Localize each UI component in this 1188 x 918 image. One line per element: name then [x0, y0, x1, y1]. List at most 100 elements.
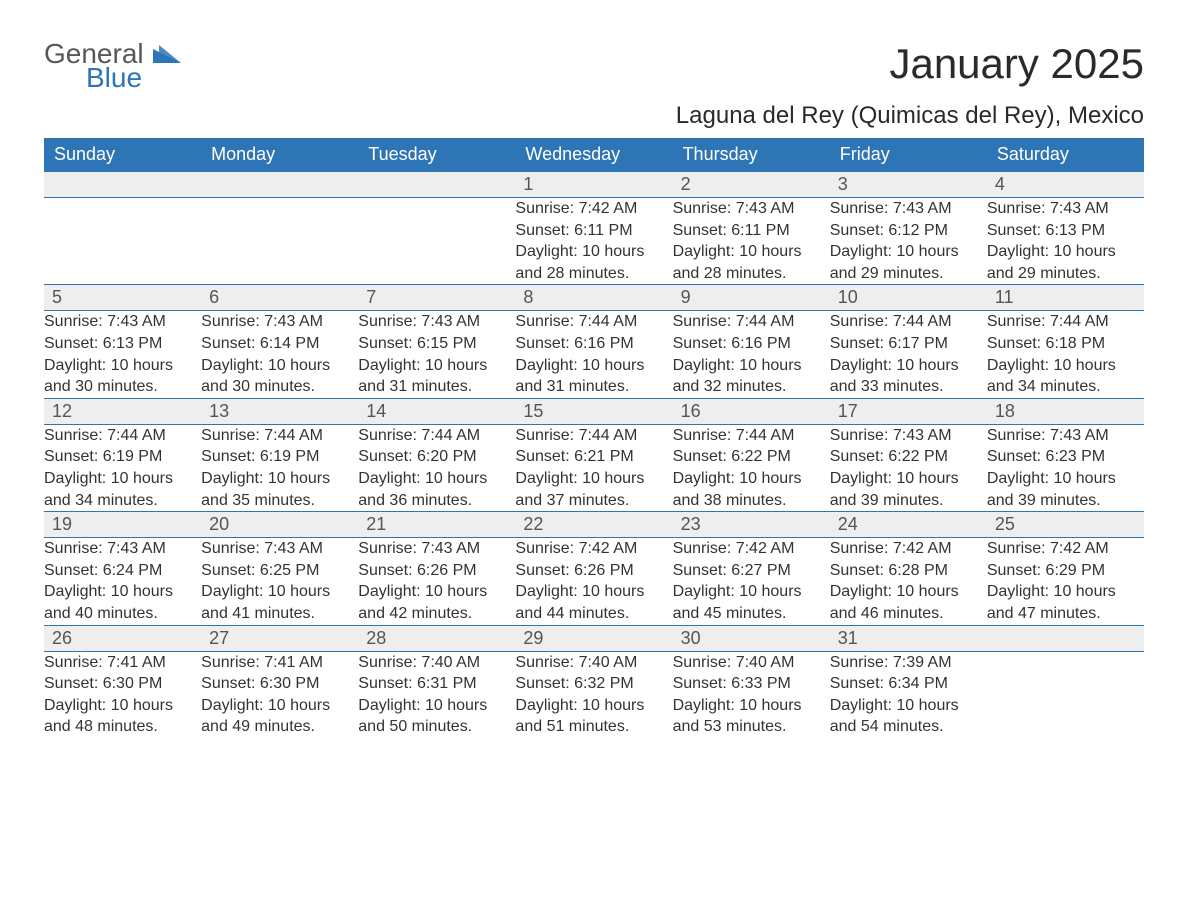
- day-d2: and 44 minutes.: [515, 603, 672, 625]
- day-sunset: Sunset: 6:13 PM: [987, 220, 1144, 242]
- day-sunset: Sunset: 6:16 PM: [515, 333, 672, 355]
- day-d1: Daylight: 10 hours: [987, 581, 1144, 603]
- day-number: 18: [987, 399, 1144, 424]
- day-detail-cell: [987, 651, 1144, 738]
- week-detail-row: Sunrise: 7:43 AMSunset: 6:24 PMDaylight:…: [44, 538, 1144, 625]
- day-sunset: Sunset: 6:15 PM: [358, 333, 515, 355]
- weekday-header: Tuesday: [358, 138, 515, 172]
- day-d1: Daylight: 10 hours: [830, 468, 987, 490]
- week-detail-row: Sunrise: 7:43 AMSunset: 6:13 PMDaylight:…: [44, 311, 1144, 398]
- day-d2: and 40 minutes.: [44, 603, 201, 625]
- day-detail-cell: Sunrise: 7:43 AMSunset: 6:11 PMDaylight:…: [673, 198, 830, 285]
- day-detail-cell: [358, 198, 515, 285]
- day-d2: and 37 minutes.: [515, 490, 672, 512]
- day-sunset: Sunset: 6:13 PM: [44, 333, 201, 355]
- day-detail-cell: Sunrise: 7:43 AMSunset: 6:12 PMDaylight:…: [830, 198, 987, 285]
- day-d1: Daylight: 10 hours: [358, 695, 515, 717]
- day-detail-cell: Sunrise: 7:40 AMSunset: 6:32 PMDaylight:…: [515, 651, 672, 738]
- day-d1: Daylight: 10 hours: [515, 695, 672, 717]
- day-sunrise: Sunrise: 7:44 AM: [673, 425, 830, 447]
- day-sunset: Sunset: 6:19 PM: [44, 446, 201, 468]
- day-d2: and 42 minutes.: [358, 603, 515, 625]
- day-detail-cell: Sunrise: 7:44 AMSunset: 6:16 PMDaylight:…: [515, 311, 672, 398]
- day-d2: and 48 minutes.: [44, 716, 201, 738]
- weekday-header: Monday: [201, 138, 358, 172]
- day-d1: Daylight: 10 hours: [830, 581, 987, 603]
- day-number: 29: [515, 626, 672, 651]
- day-number-cell: 6: [201, 285, 358, 311]
- day-detail-cell: Sunrise: 7:43 AMSunset: 6:15 PMDaylight:…: [358, 311, 515, 398]
- day-number: 27: [201, 626, 358, 651]
- day-d1: Daylight: 10 hours: [44, 695, 201, 717]
- day-detail-cell: Sunrise: 7:44 AMSunset: 6:16 PMDaylight:…: [673, 311, 830, 398]
- day-d1: Daylight: 10 hours: [987, 355, 1144, 377]
- day-sunrise: Sunrise: 7:44 AM: [515, 311, 672, 333]
- weekday-header: Thursday: [673, 138, 830, 172]
- day-sunrise: Sunrise: 7:43 AM: [358, 538, 515, 560]
- day-sunrise: Sunrise: 7:42 AM: [987, 538, 1144, 560]
- day-sunrise: Sunrise: 7:44 AM: [44, 425, 201, 447]
- day-d2: and 49 minutes.: [201, 716, 358, 738]
- day-d2: and 39 minutes.: [987, 490, 1144, 512]
- day-detail-cell: Sunrise: 7:44 AMSunset: 6:18 PMDaylight:…: [987, 311, 1144, 398]
- day-number-cell: 1: [515, 172, 672, 198]
- day-d1: Daylight: 10 hours: [673, 695, 830, 717]
- day-d1: Daylight: 10 hours: [673, 581, 830, 603]
- day-detail-cell: Sunrise: 7:43 AMSunset: 6:23 PMDaylight:…: [987, 424, 1144, 511]
- day-d1: Daylight: 10 hours: [515, 355, 672, 377]
- day-detail-cell: Sunrise: 7:44 AMSunset: 6:17 PMDaylight:…: [830, 311, 987, 398]
- day-d1: Daylight: 10 hours: [830, 241, 987, 263]
- day-number-cell: [201, 172, 358, 198]
- day-sunset: Sunset: 6:30 PM: [201, 673, 358, 695]
- day-d2: and 36 minutes.: [358, 490, 515, 512]
- weekday-header: Saturday: [987, 138, 1144, 172]
- day-number-cell: 13: [201, 398, 358, 424]
- day-d2: and 51 minutes.: [515, 716, 672, 738]
- logo-flag-icon: [153, 40, 181, 68]
- weekday-header-row: SundayMondayTuesdayWednesdayThursdayFrid…: [44, 138, 1144, 172]
- day-sunset: Sunset: 6:14 PM: [201, 333, 358, 355]
- day-number: 2: [673, 172, 830, 197]
- week-daynum-row: 262728293031: [44, 625, 1144, 651]
- day-sunrise: Sunrise: 7:43 AM: [44, 538, 201, 560]
- day-detail-cell: Sunrise: 7:41 AMSunset: 6:30 PMDaylight:…: [201, 651, 358, 738]
- day-d1: Daylight: 10 hours: [44, 355, 201, 377]
- day-sunset: Sunset: 6:12 PM: [830, 220, 987, 242]
- day-d1: Daylight: 10 hours: [201, 581, 358, 603]
- day-sunrise: Sunrise: 7:40 AM: [673, 652, 830, 674]
- day-d2: and 35 minutes.: [201, 490, 358, 512]
- day-d2: and 30 minutes.: [201, 376, 358, 398]
- day-number-cell: 4: [987, 172, 1144, 198]
- day-d2: and 31 minutes.: [515, 376, 672, 398]
- day-detail-cell: Sunrise: 7:44 AMSunset: 6:22 PMDaylight:…: [673, 424, 830, 511]
- day-number-cell: 20: [201, 512, 358, 538]
- day-sunset: Sunset: 6:26 PM: [358, 560, 515, 582]
- day-number: 10: [830, 285, 987, 310]
- day-d1: Daylight: 10 hours: [830, 695, 987, 717]
- day-detail-cell: Sunrise: 7:42 AMSunset: 6:28 PMDaylight:…: [830, 538, 987, 625]
- day-sunrise: Sunrise: 7:44 AM: [987, 311, 1144, 333]
- day-d2: and 46 minutes.: [830, 603, 987, 625]
- brand-logo: General Blue: [44, 40, 181, 92]
- day-sunrise: Sunrise: 7:43 AM: [358, 311, 515, 333]
- day-number-cell: 2: [673, 172, 830, 198]
- day-d2: and 34 minutes.: [44, 490, 201, 512]
- day-d1: Daylight: 10 hours: [44, 468, 201, 490]
- day-sunset: Sunset: 6:11 PM: [515, 220, 672, 242]
- day-number: 17: [830, 399, 987, 424]
- day-d2: and 41 minutes.: [201, 603, 358, 625]
- day-sunset: Sunset: 6:34 PM: [830, 673, 987, 695]
- day-number: 13: [201, 399, 358, 424]
- day-number-cell: 12: [44, 398, 201, 424]
- day-detail-cell: [44, 198, 201, 285]
- day-sunset: Sunset: 6:29 PM: [987, 560, 1144, 582]
- day-sunrise: Sunrise: 7:43 AM: [44, 311, 201, 333]
- day-detail-cell: Sunrise: 7:42 AMSunset: 6:26 PMDaylight:…: [515, 538, 672, 625]
- day-number-cell: 16: [673, 398, 830, 424]
- day-number-cell: 3: [830, 172, 987, 198]
- day-sunrise: Sunrise: 7:44 AM: [830, 311, 987, 333]
- weekday-header: Wednesday: [515, 138, 672, 172]
- day-number: 24: [830, 512, 987, 537]
- day-detail-cell: Sunrise: 7:43 AMSunset: 6:24 PMDaylight:…: [44, 538, 201, 625]
- day-sunset: Sunset: 6:23 PM: [987, 446, 1144, 468]
